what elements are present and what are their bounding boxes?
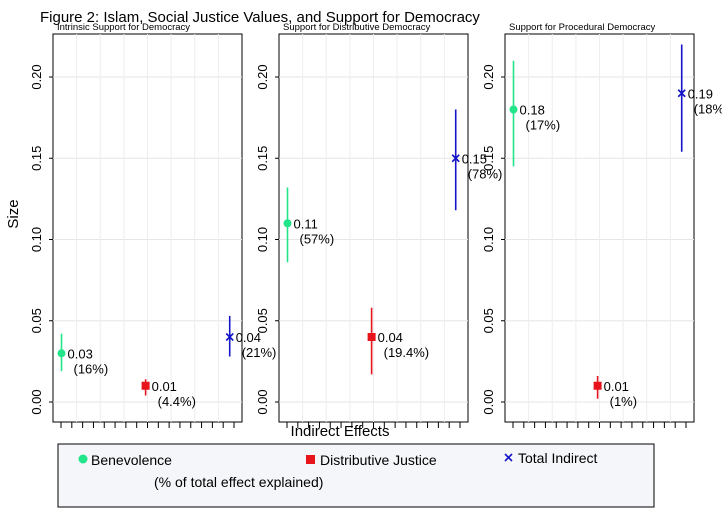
point-distributive-justice [593,381,602,390]
data-label-percent: (4.4%) [158,394,196,409]
legend-marker-distributive-justice [306,455,315,464]
x-stroke [677,89,686,98]
data-label-percent: (18%) [694,101,722,116]
y-tick-label: 0.05 [29,308,44,333]
legend-label-total-indirect: Total Indirect [518,450,597,466]
y-tick-label: 0.00 [255,389,270,414]
y-tick-label: 0.20 [255,64,270,89]
y-tick-label: 0.00 [481,389,496,414]
point-benevolence [509,105,518,114]
data-label-value: 0.18 [520,103,545,118]
y-tick-label: 0.15 [29,146,44,171]
data-label-value: 0.04 [236,330,261,345]
legend-label-distributive-justice: Distributive Justice [320,452,437,468]
y-axis-label: Size [5,199,22,228]
y-tick-label: 0.00 [29,389,44,414]
legend-marker-benevolence [78,454,88,464]
point-benevolence [57,349,66,358]
data-label-percent: (21%) [242,345,277,360]
y-tick-label: 0.10 [255,227,270,252]
panel-title: Support for Procedural Democracy [509,22,656,33]
data-label-value: 0.01 [604,379,629,394]
data-label-percent: (1%) [610,394,637,409]
panel-2: 0.00 0.05 0.10 0.15 0.20 Support for Distribu… [255,22,502,428]
panel-title: Intrinsic Support for Democracy [57,22,190,33]
data-label-value: 0.11 [294,216,318,231]
legend: Benevolence Distributive Justice Total I… [57,443,655,508]
data-label-value: 0.19 [688,86,713,101]
data-label-value: 0.15 [462,151,487,166]
data-label-percent: (57%) [300,231,335,246]
y-tick-label: 0.15 [481,146,496,171]
x-stroke [225,332,234,342]
legend-note: (% of total effect explained) [154,474,323,490]
y-tick-label: 0.20 [29,64,44,89]
panels: 0.00 0.05 0.10 0.15 0.20 Intrinsic Support fo… [29,22,722,428]
y-tick-label: 0.20 [481,64,496,89]
data-label-value: 0.04 [378,330,403,345]
data-label-value: 0.01 [152,379,177,394]
y-tick-label: 0.05 [255,308,270,333]
data-label-percent: (78%) [468,166,503,181]
panel-title: Support for Distributive Democracy [283,22,431,33]
point-total-indirect [225,332,234,342]
point-distributive-justice [367,333,376,341]
legend-label-benevolence: Benevolence [91,452,172,468]
figure-title: Figure 2: Islam, Social Justice Values, … [40,9,480,26]
data-label-percent: (19.4%) [384,345,430,360]
y-tick-label: 0.10 [29,227,44,252]
point-benevolence [283,219,292,228]
point-total-indirect [677,89,686,98]
legend-marker-total-indirect [504,453,513,462]
panel-3: 0.00 0.05 0.10 0.15 0.20 Support for Procedur… [481,22,722,428]
legend-box [57,443,655,508]
data-label-percent: (16%) [74,361,109,376]
data-label-percent: (17%) [526,118,561,133]
x-axis-label: Indirect Effects [291,423,390,440]
y-tick-label: 0.05 [481,308,496,333]
point-distributive-justice [141,381,150,390]
panel-1: 0.00 0.05 0.10 0.15 0.20 Intrinsic Support fo… [29,22,276,428]
x-stroke [451,154,460,163]
y-tick-label: 0.10 [481,227,496,252]
data-label-value: 0.03 [68,346,93,361]
y-tick-label: 0.15 [255,146,270,171]
point-total-indirect [451,154,460,163]
